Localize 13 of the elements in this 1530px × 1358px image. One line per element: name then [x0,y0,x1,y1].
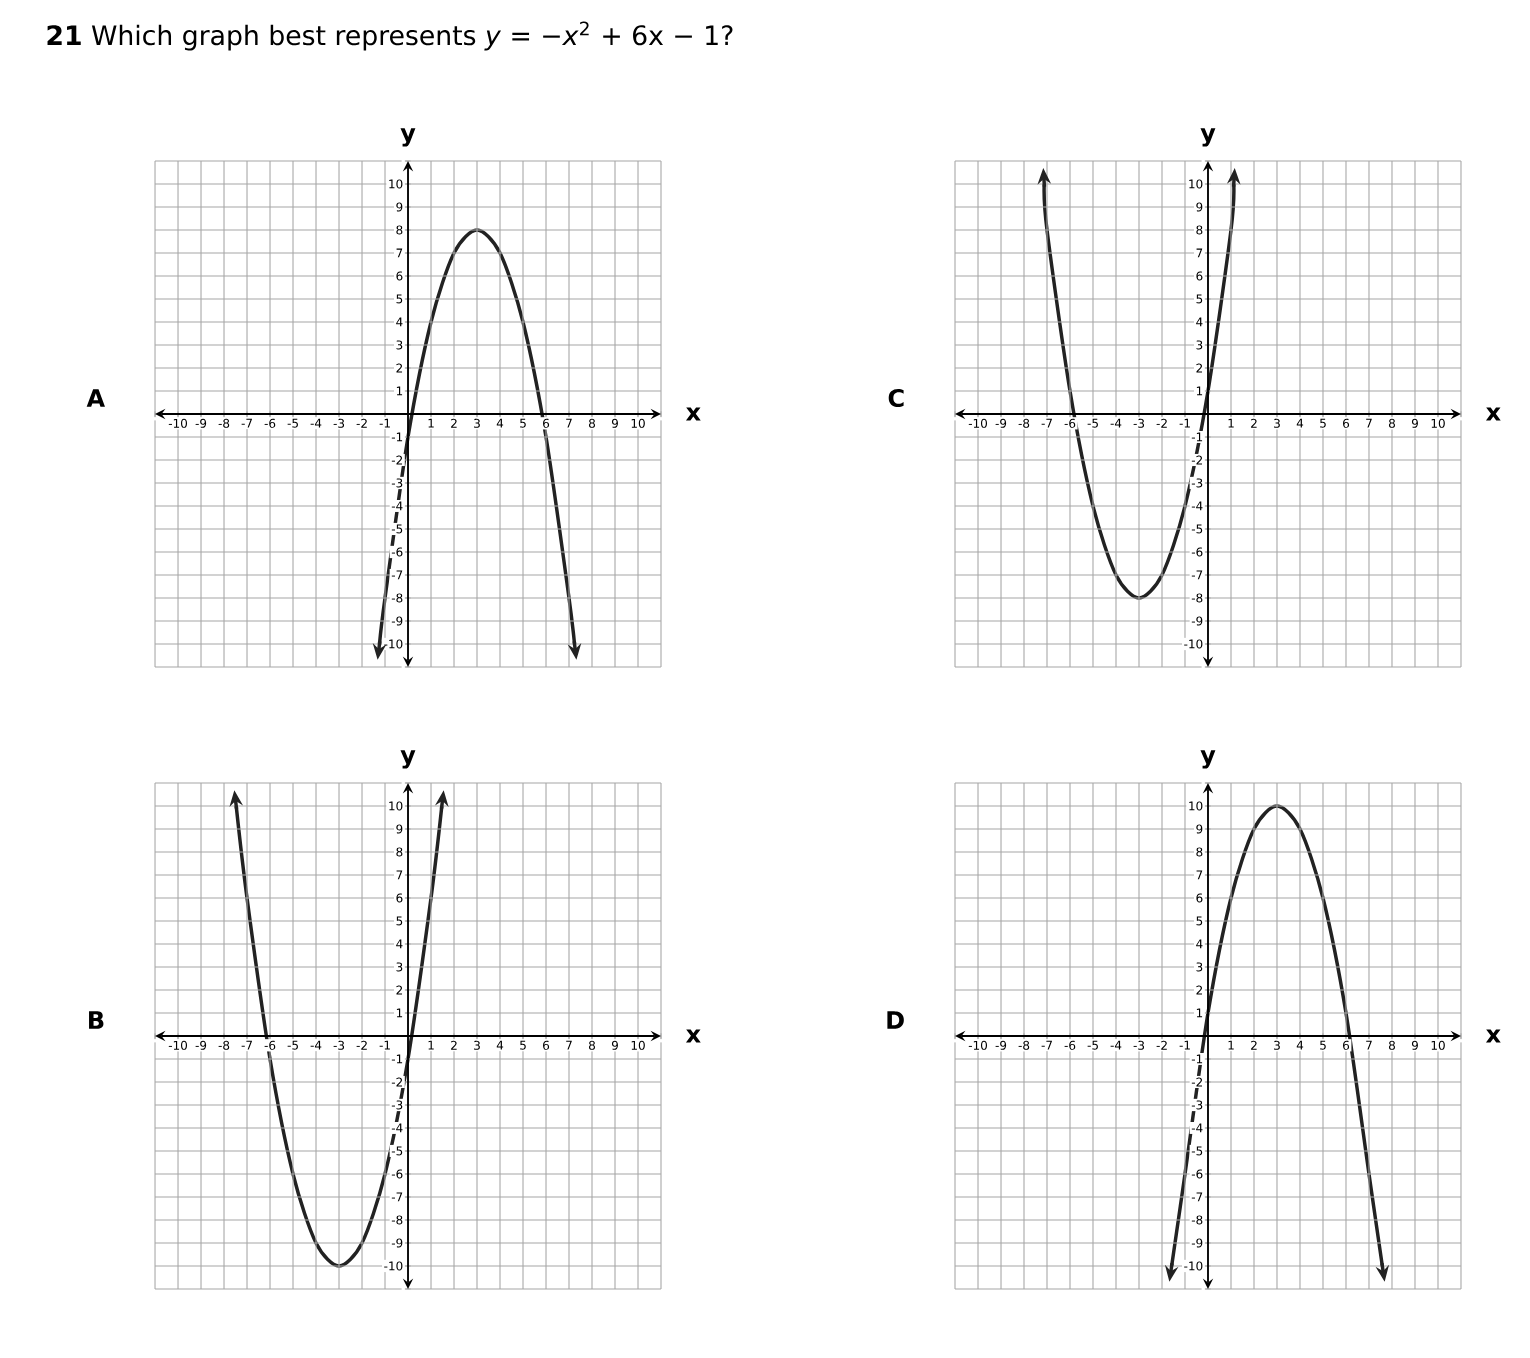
y-axis-title: y [1200,750,1216,769]
y-axis-title: y [1200,128,1216,147]
x-axis-title: x [1485,1029,1501,1043]
x-axis-title: x [1485,407,1501,421]
text: 21 Which graph best represents y = −x$^{2}$ + 6x − 1? [47,21,733,51]
y-axis-title: y [400,128,416,147]
x-axis-title: x [685,407,701,421]
text: D [887,1011,904,1029]
y-axis-title: y [400,750,416,769]
text: A [86,389,105,407]
x-axis-title: x [685,1029,701,1043]
text: C [888,388,904,408]
text: B [89,1011,104,1029]
